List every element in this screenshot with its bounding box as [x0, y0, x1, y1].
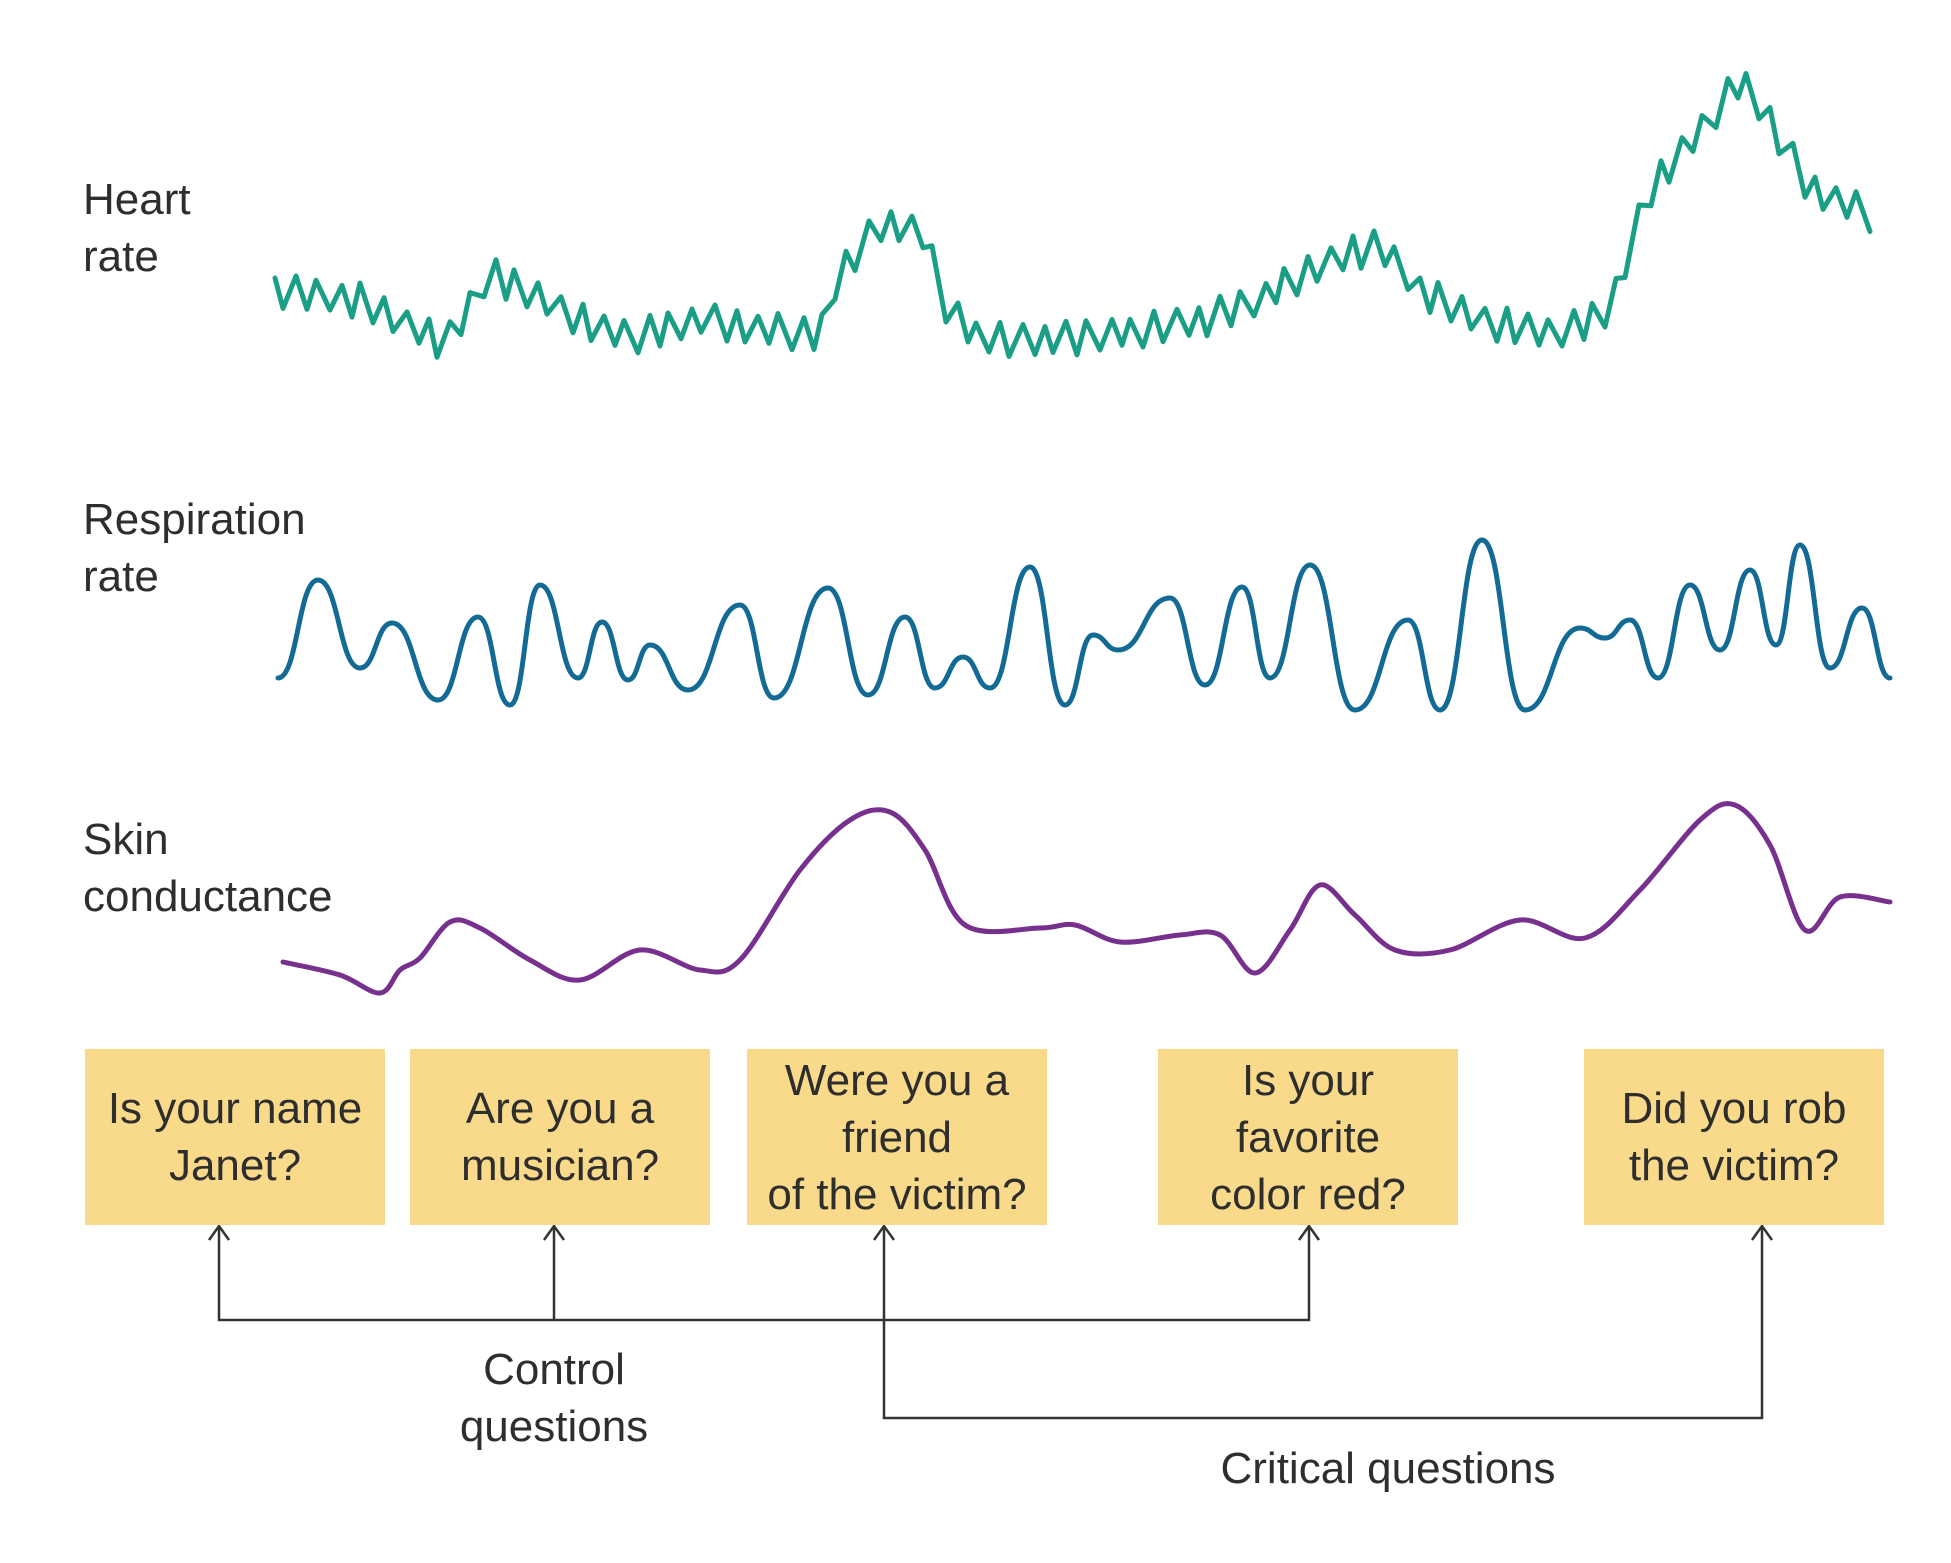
control-connector-line — [217, 1228, 1311, 1322]
arrowhead-q5 — [1750, 1223, 1774, 1241]
question-box-color: Is your favorite color red? — [1158, 1049, 1458, 1225]
arrowhead-q4 — [1297, 1223, 1321, 1241]
skin-conductance-trace — [280, 801, 1893, 996]
arrowhead-q3 — [872, 1223, 896, 1241]
respiration-rate-trace — [275, 537, 1893, 713]
question-connectors — [207, 1223, 1774, 1420]
critical-questions-label: Critical questions — [1220, 1444, 1556, 1493]
question-box-friend: Were you a friend of the victim? — [747, 1049, 1047, 1225]
respiration-rate-label: Respiration rate — [83, 495, 306, 601]
skin-conductance-label: Skin conductance — [83, 815, 333, 921]
arrowhead-q2 — [542, 1223, 566, 1241]
arrowhead-q1 — [207, 1223, 231, 1241]
question-box-musician: Are you a musician? — [410, 1049, 710, 1225]
question-box-rob: Did you rob the victim? — [1584, 1049, 1884, 1225]
control-questions-label: Control questions — [459, 1345, 649, 1451]
critical-connector-line — [882, 1228, 1764, 1420]
question-box-name: Is your name Janet? — [85, 1049, 385, 1225]
heart-rate-label: Heart rate — [83, 175, 191, 281]
heart-rate-trace — [272, 71, 1873, 360]
